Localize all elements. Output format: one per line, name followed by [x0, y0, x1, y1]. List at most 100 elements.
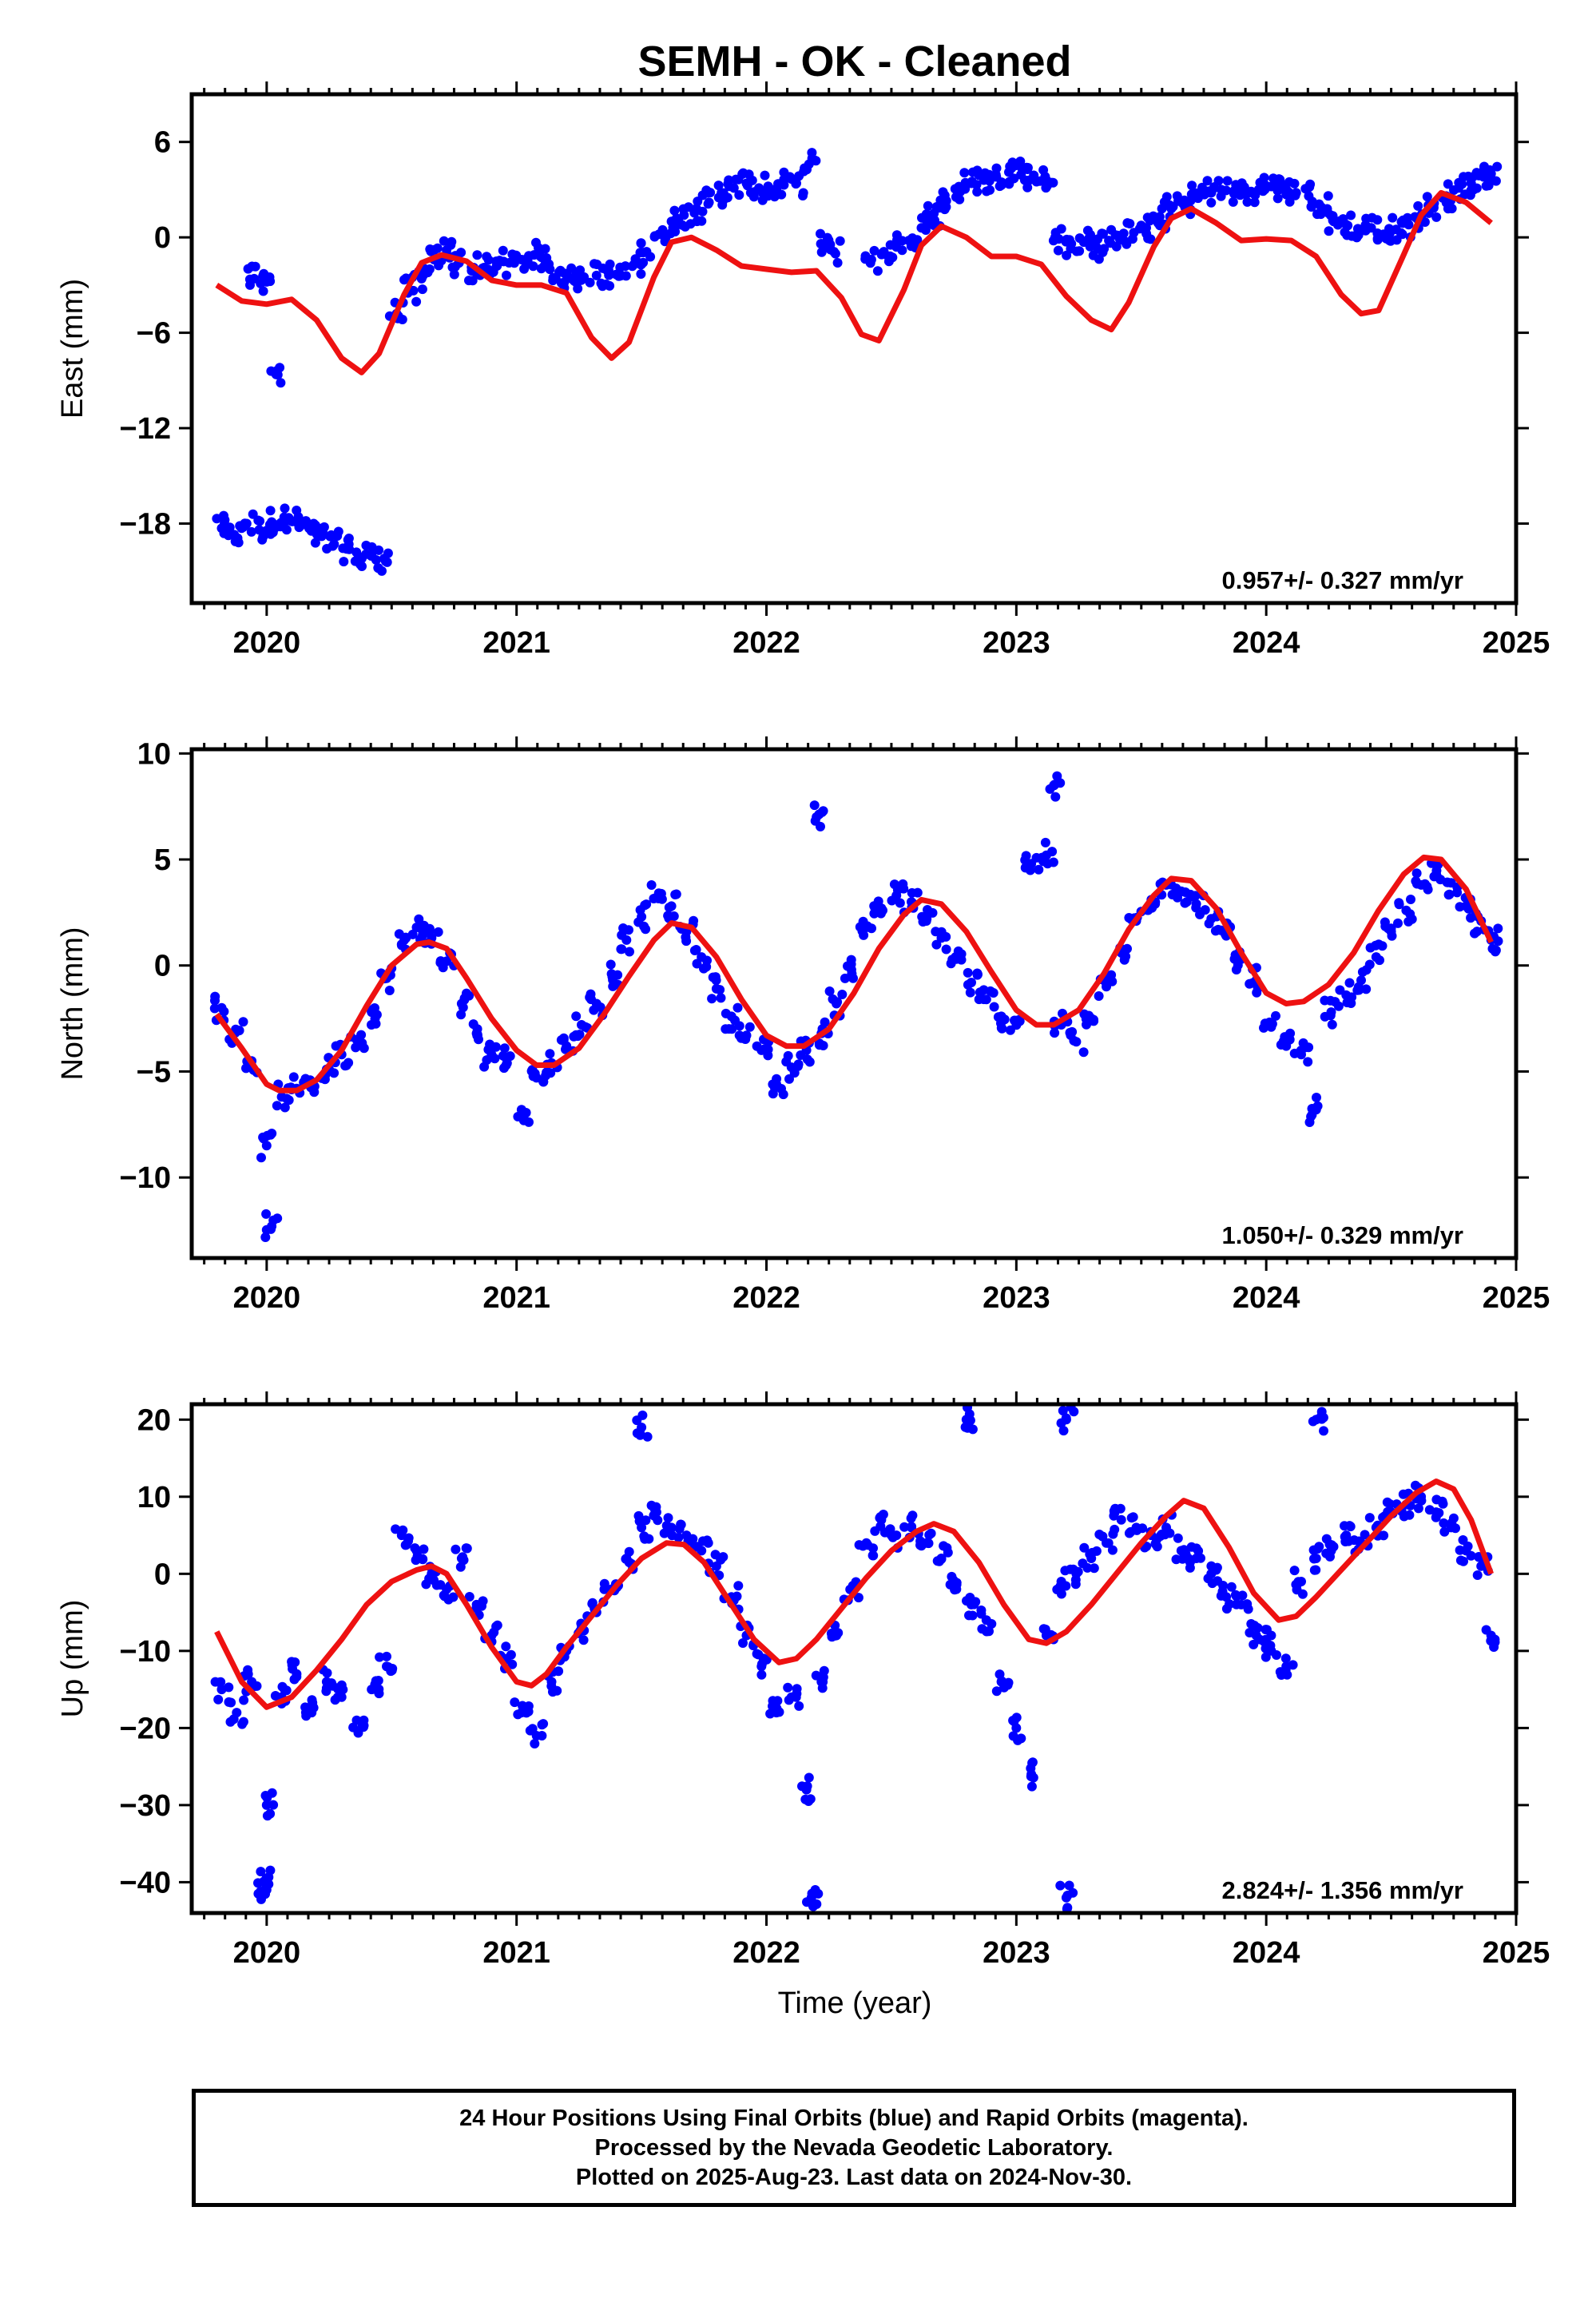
east-data-point	[1419, 217, 1430, 227]
north-data-point	[975, 987, 985, 998]
north-data-point	[561, 1044, 570, 1054]
north-data-point	[1040, 837, 1050, 847]
east-data-point	[276, 378, 286, 388]
north-data-point	[963, 979, 973, 990]
east-data-point	[615, 262, 625, 272]
east-data-point	[397, 315, 407, 324]
up-data-point	[226, 1697, 236, 1708]
east-data-point	[897, 245, 907, 256]
east-data-point	[449, 269, 459, 280]
up-data-point	[1028, 1772, 1038, 1783]
north-data-point	[490, 1042, 501, 1052]
up-data-point	[783, 1682, 793, 1693]
up-data-point	[1066, 1564, 1075, 1574]
up-data-point	[853, 1593, 864, 1603]
east-data-point	[382, 557, 392, 567]
north-data-point	[899, 883, 909, 894]
north-data-point	[280, 1102, 290, 1113]
north-data-point	[605, 959, 616, 970]
east-data-point	[1222, 176, 1233, 186]
east-data-point	[1022, 163, 1033, 173]
north-data-point	[937, 931, 947, 942]
east-data-point	[1328, 211, 1338, 221]
east-data-point	[763, 191, 773, 201]
up-data-point	[733, 1581, 744, 1591]
north-data-point	[1364, 959, 1375, 970]
east-data-point	[246, 526, 256, 537]
east-data-point	[240, 518, 250, 529]
up-data-point	[256, 1867, 266, 1877]
north-data-point	[1200, 905, 1210, 915]
east-data-point	[637, 259, 647, 269]
up-data-point	[351, 1715, 362, 1725]
up-data-point	[1309, 1554, 1319, 1564]
north-data-point	[941, 944, 951, 955]
east-data-point	[1015, 157, 1026, 166]
up-data-point	[224, 1682, 234, 1693]
up-data-point	[1058, 1426, 1069, 1436]
up-data-point	[907, 1522, 917, 1532]
north-data-point	[1021, 851, 1031, 861]
east-data-point	[731, 174, 741, 185]
east-data-point	[669, 205, 680, 216]
up-data-point	[634, 1516, 645, 1526]
east-data-point	[816, 228, 825, 239]
east-data-point	[1242, 196, 1253, 207]
east-data-point	[1238, 189, 1249, 199]
north-data-point	[1231, 965, 1241, 974]
north-data-point	[1411, 868, 1422, 879]
up-data-point	[374, 1684, 384, 1694]
east-data-point	[383, 548, 393, 558]
east-y-tick-label: −6	[137, 317, 171, 351]
east-data-point	[220, 515, 230, 525]
north-data-point	[716, 993, 726, 1003]
up-x-tick-label: 2023	[983, 1936, 1050, 1970]
north-data-point	[284, 1095, 294, 1105]
east-data-point	[224, 522, 235, 533]
north-data-point	[1344, 978, 1355, 988]
up-data-point	[265, 1865, 276, 1875]
north-data-point	[458, 1002, 468, 1013]
north-rate-label: 1.050+/- 0.329 mm/yr	[1222, 1221, 1463, 1249]
north-data-point	[1267, 1018, 1277, 1029]
north-data-point	[288, 1072, 299, 1082]
east-data-point	[325, 531, 335, 542]
east-data-point	[645, 252, 656, 262]
north-data-point	[699, 963, 709, 974]
east-data-point	[636, 269, 646, 279]
east-data-point	[930, 215, 939, 225]
east-data-point	[703, 199, 713, 209]
up-data-point	[513, 1709, 523, 1720]
north-data-point	[947, 955, 958, 965]
east-data-point	[1492, 161, 1503, 172]
up-data-point	[1292, 1585, 1302, 1595]
east-data-point	[425, 244, 435, 254]
north-data-point	[1333, 1001, 1344, 1011]
up-data-point	[287, 1657, 297, 1667]
north-y-tick-label: −10	[120, 1161, 171, 1195]
up-data-point	[976, 1609, 987, 1619]
north-data-point	[715, 985, 725, 995]
north-y-tick-label: 5	[154, 843, 171, 877]
east-data-point	[573, 284, 583, 294]
east-data-point	[1373, 234, 1384, 244]
east-data-point	[1202, 176, 1213, 186]
east-data-point	[921, 209, 931, 220]
up-data-point	[1116, 1514, 1126, 1525]
up-data-point	[268, 1800, 279, 1810]
up-data-point	[1321, 1548, 1332, 1558]
up-data-point	[1232, 1591, 1241, 1602]
east-data-point	[361, 540, 371, 550]
up-data-point	[387, 1664, 398, 1673]
east-data-point	[339, 557, 349, 567]
east-data-point	[223, 530, 233, 541]
up-data-point	[639, 1531, 649, 1542]
up-data-point	[791, 1692, 801, 1702]
up-data-point	[794, 1701, 804, 1711]
north-data-point	[869, 908, 879, 919]
up-data-point	[1466, 1550, 1476, 1561]
east-data-point	[1099, 244, 1110, 254]
north-data-point	[1124, 913, 1134, 923]
east-data-point	[959, 168, 970, 178]
up-data-point	[419, 1544, 429, 1554]
